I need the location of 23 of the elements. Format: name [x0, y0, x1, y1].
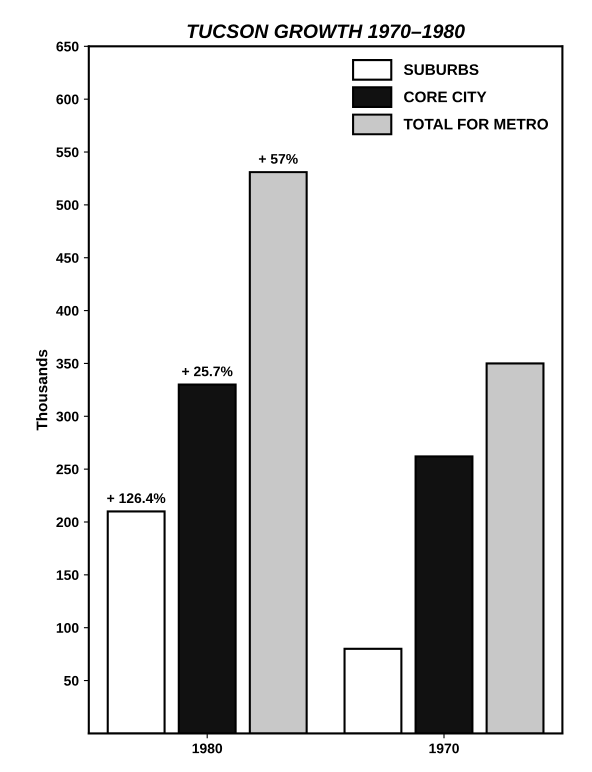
- y-tick-label: 650: [56, 42, 79, 52]
- y-tick-label: 450: [56, 253, 79, 263]
- annotation: + 57%: [258, 154, 298, 164]
- legend-label: CORE CITY: [404, 91, 486, 102]
- legend-label: SUBURBS: [404, 64, 478, 76]
- y-tick-label: 500: [56, 200, 79, 210]
- y-tick-label: 350: [56, 358, 79, 369]
- y-tick-label: 50: [64, 676, 79, 686]
- y-tick-label: 150: [56, 570, 79, 580]
- y-tick-label: 250: [56, 464, 79, 474]
- y-tick-label: 400: [56, 306, 79, 316]
- y-tick-label: 200: [56, 517, 79, 528]
- y-tick-label: 550: [56, 147, 79, 158]
- y-tick-label: 100: [56, 623, 79, 633]
- annotation: + 126.4%: [107, 493, 166, 504]
- legend-label: TOTAL FOR METRO: [404, 118, 548, 130]
- chart-title: TUCSON GROWTH 1970–1980: [188, 24, 465, 38]
- y-axis-title: Thousands: [36, 350, 48, 430]
- annotation: + 25.7%: [182, 366, 233, 376]
- y-tick-label: 300: [56, 412, 79, 422]
- x-tick-label: 1970: [429, 743, 459, 754]
- x-tick-label: 1980: [192, 743, 222, 754]
- y-tick-label: 600: [56, 94, 79, 104]
